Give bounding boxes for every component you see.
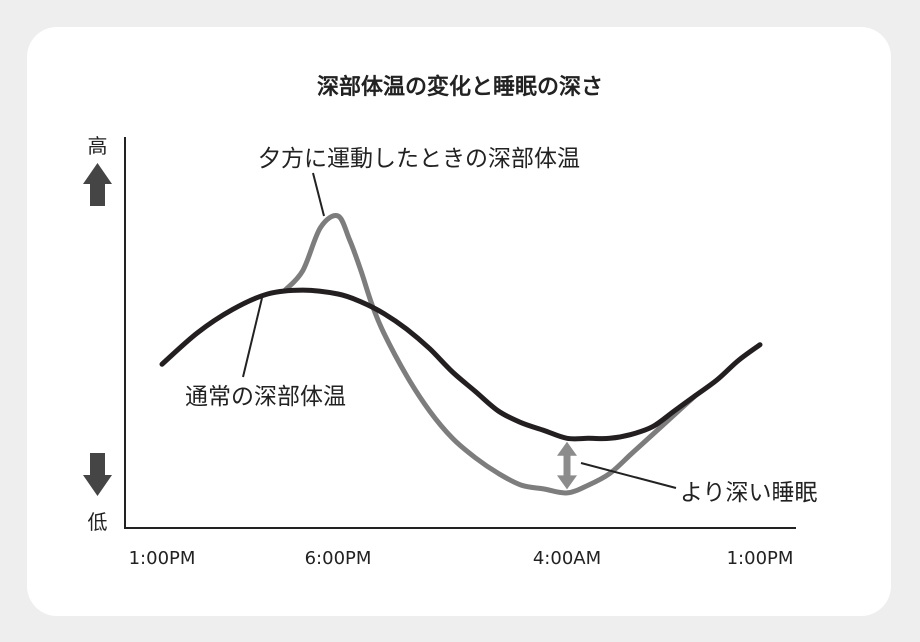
series-layer bbox=[159, 213, 763, 496]
up-arrow-icon bbox=[83, 163, 112, 206]
deeper-sleep-label: より深い睡眠 bbox=[680, 480, 818, 506]
normal-series-label: 通常の深部体温 bbox=[185, 384, 346, 410]
exercise-core-temp-line bbox=[282, 213, 699, 496]
y-axis-high-label: 高 bbox=[88, 134, 108, 158]
chart-card bbox=[27, 27, 891, 616]
deeper-sleep-leader bbox=[580, 462, 677, 489]
y-axis-low-label: 低 bbox=[88, 510, 108, 534]
down-arrow-icon bbox=[83, 453, 112, 496]
normal-core-temp-line bbox=[159, 287, 763, 442]
x-tick-label: 1:00PM bbox=[129, 548, 196, 569]
x-tick-labels: 1:00PM 6:00PM 4:00AM 1:00PM bbox=[129, 548, 794, 569]
exercise-series-label: 夕方に運動したときの深部体温 bbox=[258, 146, 580, 172]
exercise-label-leader bbox=[312, 172, 325, 217]
x-tick-label: 4:00AM bbox=[533, 548, 601, 569]
x-tick-label: 1:00PM bbox=[727, 548, 794, 569]
deeper-sleep-arrow-icon bbox=[557, 441, 577, 490]
chart-title: 深部体温の変化と睡眠の深さ bbox=[317, 74, 603, 100]
annotation-layer bbox=[557, 441, 577, 490]
x-tick-label: 6:00PM bbox=[305, 548, 372, 569]
normal-label-leader bbox=[242, 297, 263, 378]
